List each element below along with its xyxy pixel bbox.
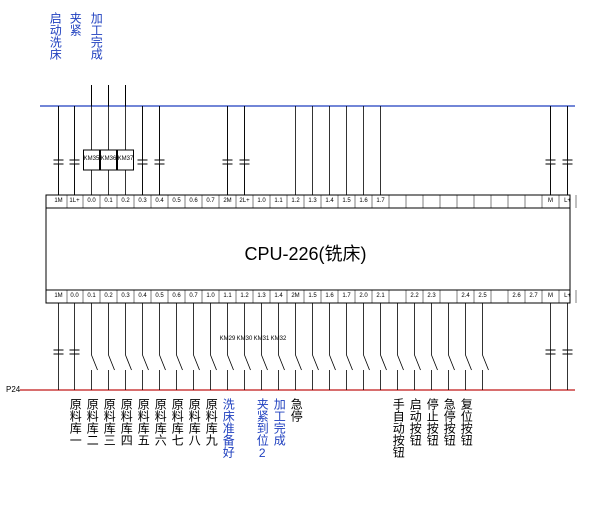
terminal-label: 1.5 xyxy=(338,198,355,204)
terminal-label: 0.0 xyxy=(83,198,100,204)
terminal-label: 0.5 xyxy=(151,293,168,299)
terminal-label: 0.0 xyxy=(66,293,83,299)
terminal-label: 0.3 xyxy=(134,198,151,204)
bottom-signal-label: 原料库一 xyxy=(68,398,81,446)
p24-label: P24 xyxy=(6,385,20,394)
bottom-signal-label: 停止按钮 xyxy=(425,398,438,446)
terminal-label: 1.0 xyxy=(253,198,270,204)
terminal-label: 1.3 xyxy=(304,198,321,204)
relay-label: KM37 xyxy=(118,156,134,162)
terminal-label: 0.1 xyxy=(83,293,100,299)
bottom-signal-label: 启动按钮 xyxy=(408,398,421,446)
terminal-label: 2.5 xyxy=(474,293,491,299)
terminal-label: 2.1 xyxy=(372,293,389,299)
relay-label: KM32 xyxy=(269,336,289,342)
terminal-label: 0.2 xyxy=(117,198,134,204)
terminal-label: 2.6 xyxy=(508,293,525,299)
bottom-signal-label: 原料库八 xyxy=(187,398,200,446)
terminal-label: 0.4 xyxy=(151,198,168,204)
bottom-signal-label: 原料库九 xyxy=(204,398,217,446)
terminal-label: 0.6 xyxy=(185,198,202,204)
bottom-signal-label: 手自动按钮 xyxy=(391,398,404,458)
terminal-label: 1.6 xyxy=(355,198,372,204)
terminal-label: 0.6 xyxy=(168,293,185,299)
terminal-label: 0.3 xyxy=(117,293,134,299)
terminal-label: 1.6 xyxy=(321,293,338,299)
terminal-label: 0.5 xyxy=(168,198,185,204)
terminal-label: 1.0 xyxy=(202,293,219,299)
terminal-label: 1.3 xyxy=(253,293,270,299)
terminal-label: 1.4 xyxy=(270,293,287,299)
relay-label: KM36 xyxy=(101,156,117,162)
terminal-label: 0.7 xyxy=(202,198,219,204)
terminal-label: 1.1 xyxy=(270,198,287,204)
terminal-label: 1.2 xyxy=(287,198,304,204)
terminal-label: 2M xyxy=(287,293,304,299)
terminal-label: 1.2 xyxy=(236,293,253,299)
bottom-signal-label: 加工完成 xyxy=(272,398,285,446)
bottom-signal-label: 急停按钮 xyxy=(442,398,455,446)
terminal-label: L+ xyxy=(559,198,576,204)
terminal-label: 1.5 xyxy=(304,293,321,299)
terminal-label: 1L+ xyxy=(66,198,83,204)
terminal-label: 1.7 xyxy=(338,293,355,299)
bottom-signal-label: 洗床准备好 xyxy=(221,398,234,458)
terminal-label: 2.0 xyxy=(355,293,372,299)
terminal-label: 2.4 xyxy=(457,293,474,299)
terminal-label: 2.7 xyxy=(525,293,542,299)
bottom-signal-label: 原料库六 xyxy=(153,398,166,446)
terminal-label: 0.2 xyxy=(100,293,117,299)
bottom-signal-label: 夹紧到位2 xyxy=(255,398,268,460)
top-signal-label: 加工完成 xyxy=(89,12,102,60)
top-signal-label: 夹紧 xyxy=(68,12,81,36)
bottom-signal-label: 原料库二 xyxy=(85,398,98,446)
terminal-label: 1.7 xyxy=(372,198,389,204)
terminal-label: 2L+ xyxy=(236,198,253,204)
bottom-signal-label: 原料库三 xyxy=(102,398,115,446)
bottom-signal-label: 复位按钮 xyxy=(459,398,472,446)
terminal-label: 2.2 xyxy=(406,293,423,299)
terminal-label: 0.4 xyxy=(134,293,151,299)
terminal-label: 0.1 xyxy=(100,198,117,204)
cpu-title: CPU-226(铣床) xyxy=(0,240,611,266)
bottom-signal-label: 原料库四 xyxy=(119,398,132,446)
top-signal-label: 启动洗床 xyxy=(48,12,61,60)
terminal-label: M xyxy=(542,293,559,299)
bottom-signal-label: 原料库五 xyxy=(136,398,149,446)
terminal-label: 1.1 xyxy=(219,293,236,299)
terminal-label: L+ xyxy=(559,293,576,299)
terminal-label: 1M xyxy=(50,198,67,204)
terminal-label: 1M xyxy=(50,293,67,299)
terminal-label: M xyxy=(542,198,559,204)
terminal-label: 1.4 xyxy=(321,198,338,204)
terminal-label: 2.3 xyxy=(423,293,440,299)
bottom-signal-label: 原料库七 xyxy=(170,398,183,446)
relay-label: KM35 xyxy=(84,156,100,162)
bottom-signal-label: 急停 xyxy=(289,398,302,422)
terminal-label: 0.7 xyxy=(185,293,202,299)
terminal-label: 2M xyxy=(219,198,236,204)
